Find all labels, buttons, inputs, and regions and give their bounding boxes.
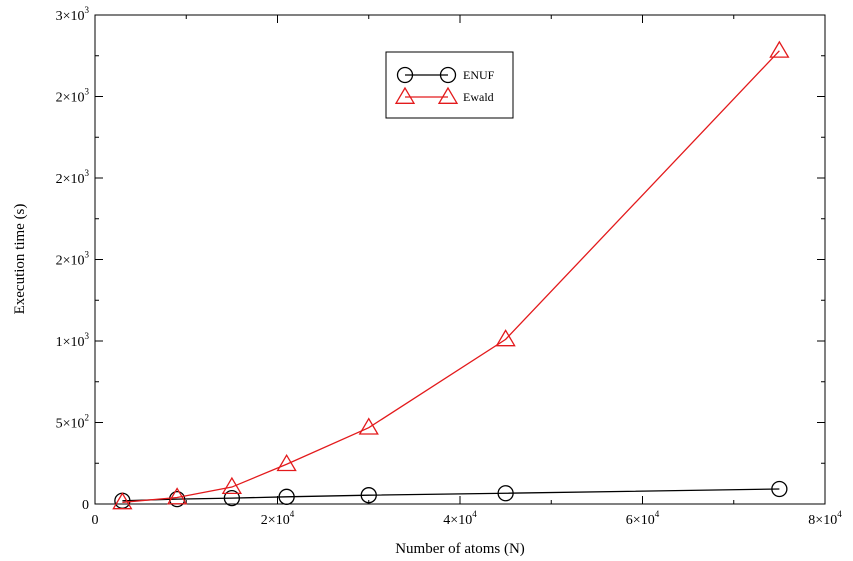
x-tick-labels: 0 2×104 4×104 6×104 8×104 [92,509,843,528]
y-tick-labels: 0 5×102 1×103 2×103 2×103 2×103 3×103 [56,5,90,513]
series-ewald [112,40,790,510]
y-tick-label: 0 [82,498,89,513]
data-point [360,487,377,504]
x-axis-title: Number of atoms (N) [395,541,525,557]
x-tick-label: 6×104 [626,509,660,528]
y-axis-title: Execution time (s) [12,204,28,315]
data-point [495,329,516,347]
data-point [358,417,379,435]
data-point [223,489,241,507]
axis-ticks [94,14,826,505]
x-tick-label: 8×104 [808,509,842,528]
x-tick-label: 2×104 [261,509,295,528]
data-point [166,487,188,505]
y-tick-label: 2×103 [56,87,90,106]
legend-marker [439,66,457,84]
x-tick-label: 0 [92,513,99,528]
legend-entry: ENUF [396,66,495,84]
series-layer [112,40,790,510]
data-point [497,485,514,502]
legend-label: Ewald [463,90,494,104]
data-point [168,490,186,508]
series-line [122,50,780,504]
legend-label: ENUF [463,68,495,82]
legend: ENUF Ewald [385,51,514,119]
y-tick-label: 1×103 [56,331,90,350]
y-tick-label: 2×103 [56,168,90,187]
y-tick-label: 5×102 [56,413,89,432]
series-line [122,488,780,502]
data-point [276,453,297,472]
legend-marker [396,66,414,84]
data-point [771,480,788,498]
y-tick-label: 3×103 [56,5,90,24]
data-point [112,492,133,510]
data-point [221,476,243,494]
x-tick-label: 4×104 [443,509,477,528]
data-point [278,488,295,505]
legend-marker [437,86,459,104]
legend-box [385,51,514,119]
legend-marker [394,86,416,104]
data-point [769,40,790,58]
legend-entry: Ewald [394,86,494,104]
y-tick-label: 2×103 [56,250,90,269]
